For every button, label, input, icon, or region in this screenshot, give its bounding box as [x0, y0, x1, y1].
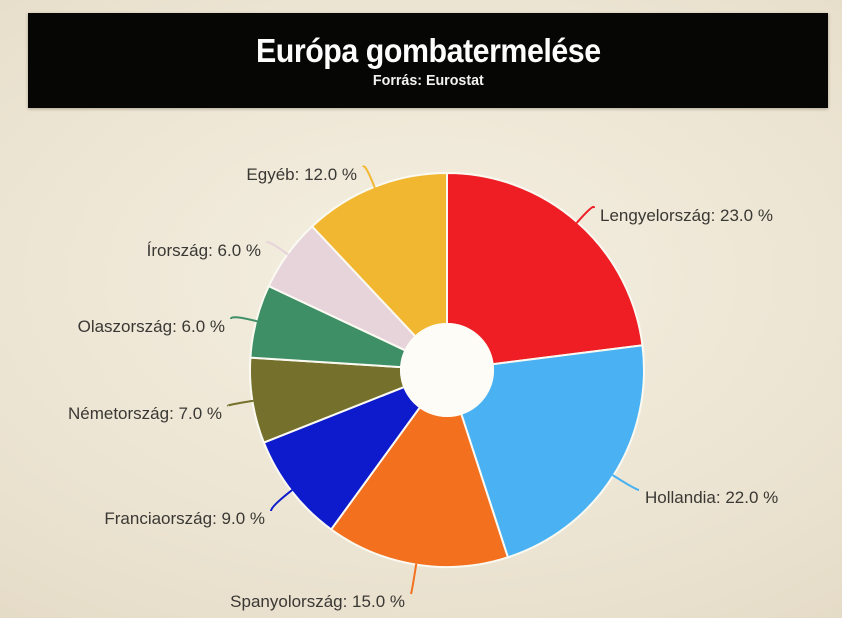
label-connector — [611, 474, 640, 491]
slice-label: Olaszország: 6.0 % — [78, 317, 225, 336]
label-connector — [575, 205, 595, 224]
slice-labels-group: Lengyelország: 23.0 % Hollandia: 22.0 % Sp… — [68, 165, 778, 611]
label-connector — [410, 563, 418, 595]
label-connectors-group — [226, 165, 640, 595]
chart-title: Európa gombatermelése — [255, 31, 601, 69]
slice-label: Hollandia: 22.0 % — [645, 488, 778, 507]
label-connector — [226, 399, 254, 407]
slice-label: Írország: 6.0 % — [147, 241, 261, 260]
label-connector — [266, 241, 289, 256]
slice-label: Egyéb: 12.0 % — [246, 165, 357, 184]
donut-hole — [400, 323, 494, 417]
slice-label: Lengyelország: 23.0 % — [600, 206, 773, 225]
slice-label: Franciaország: 9.0 % — [104, 509, 265, 528]
label-connector — [230, 316, 258, 323]
chart-subtitle: Forrás: Eurostat — [372, 71, 484, 89]
slice-label: Németország: 7.0 % — [68, 404, 222, 423]
label-connector — [270, 489, 293, 512]
pie-slices-group — [249, 172, 645, 568]
label-connector — [362, 165, 376, 189]
chart-header: Európa gombatermelése Forrás: Eurostat — [28, 13, 828, 108]
slice-label: Spanyolország: 15.0 % — [230, 592, 405, 611]
